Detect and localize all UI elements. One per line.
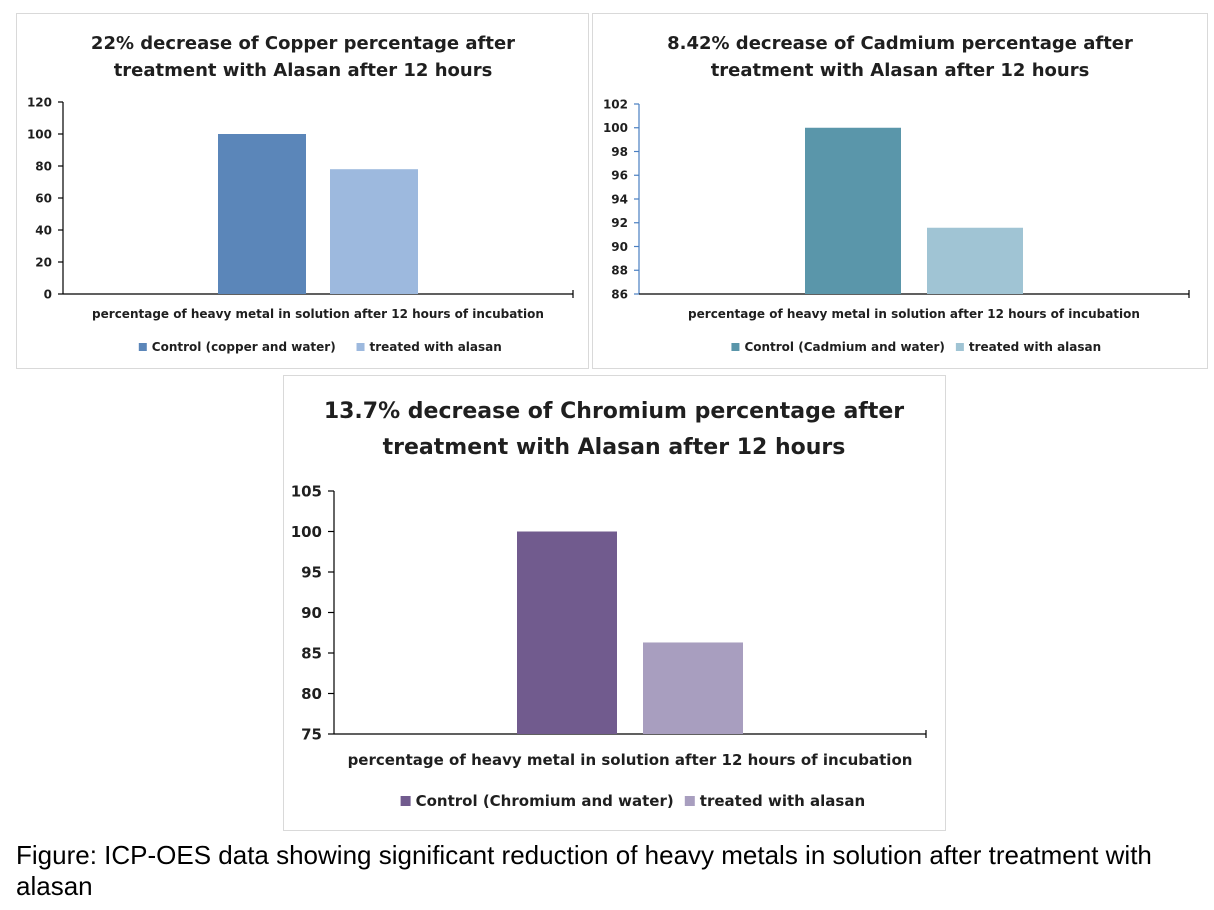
chromium-chart: 13.7% decrease of Chromium percentage af… (291, 399, 927, 810)
y-tick-label: 90 (611, 240, 628, 254)
legend-label: treated with alasan (370, 340, 502, 354)
legend-label: Control (copper and water) (152, 340, 336, 354)
chart-title-line: treatment with Alasan after 12 hours (383, 435, 846, 460)
y-tick-label: 95 (301, 563, 322, 581)
y-tick-label: 98 (611, 145, 628, 159)
y-tick-label: 20 (35, 255, 52, 269)
y-tick-label: 85 (301, 644, 322, 662)
y-tick-label: 40 (35, 223, 52, 237)
copper-chart: 22% decrease of Copper percentage after t… (27, 33, 574, 354)
chart-title-line: 22% decrease of Copper percentage after (91, 33, 515, 54)
y-tick-label: 105 (291, 482, 322, 500)
figure-caption: Figure: ICP-OES data showing significant… (16, 840, 1152, 901)
y-tick-label: 120 (27, 95, 52, 109)
chart-title-line: 13.7% decrease of Chromium percentage af… (324, 399, 904, 424)
y-tick-label: 0 (44, 287, 52, 301)
y-tick-label: 88 (611, 264, 628, 278)
y-tick-label: 102 (603, 97, 628, 111)
bar-treated (643, 642, 743, 734)
y-tick-label: 100 (603, 121, 628, 135)
legend-swatch (400, 796, 411, 806)
x-category-label: percentage of heavy metal in solution af… (348, 751, 913, 769)
bar-treated (330, 169, 418, 294)
y-tick-label: 96 (611, 169, 628, 183)
y-tick-label: 100 (27, 127, 52, 141)
chart-panel-cadmium: 8.42% decrease of Cadmium percentage aft… (592, 13, 1208, 369)
chart-title-line: 8.42% decrease of Cadmium percentage aft… (667, 33, 1133, 54)
legend-swatch (684, 796, 695, 806)
x-category-label: percentage of heavy metal in solution af… (688, 307, 1140, 321)
y-tick-label: 80 (35, 159, 52, 173)
legend-swatch (356, 343, 365, 351)
y-tick-label: 60 (35, 191, 52, 205)
bar-control (517, 531, 617, 734)
legend-label: treated with alasan (700, 792, 865, 810)
bar-control (218, 134, 306, 294)
legend-label: treated with alasan (969, 340, 1101, 354)
legend-swatch (731, 343, 740, 351)
bar-control (805, 127, 901, 294)
y-tick-label: 80 (301, 685, 322, 703)
legend-label: Control (Chromium and water) (416, 792, 674, 810)
legend-swatch (955, 343, 964, 351)
chart-title-line: treatment with Alasan after 12 hours (711, 60, 1090, 81)
y-tick-label: 75 (301, 725, 322, 743)
legend-label: Control (Cadmium and water) (744, 340, 944, 354)
x-category-label: percentage of heavy metal in solution af… (92, 307, 544, 321)
y-tick-label: 94 (611, 192, 628, 206)
y-tick-label: 86 (611, 287, 628, 301)
legend-swatch (138, 343, 147, 351)
chart-panel-copper: 22% decrease of Copper percentage after t… (16, 13, 589, 369)
chart-title-line: treatment with Alasan after 12 hours (114, 60, 493, 81)
y-tick-label: 90 (301, 604, 322, 622)
chart-panel-chromium: 13.7% decrease of Chromium percentage af… (283, 375, 946, 831)
y-tick-label: 100 (291, 523, 322, 541)
y-tick-label: 92 (611, 216, 628, 230)
bar-treated (927, 227, 1023, 294)
cadmium-chart: 8.42% decrease of Cadmium percentage aft… (603, 33, 1190, 354)
